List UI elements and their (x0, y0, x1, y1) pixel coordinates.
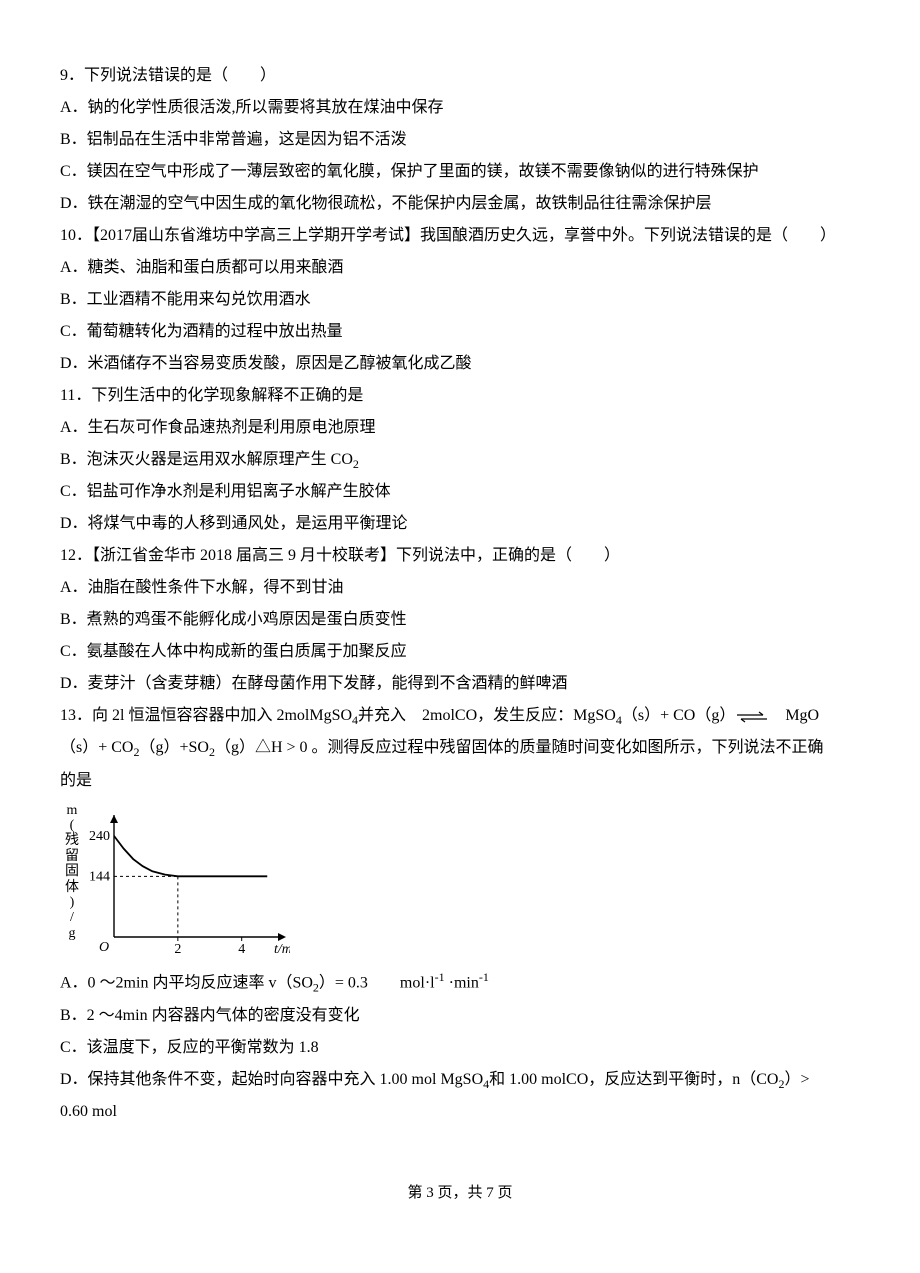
q9-opt-c: C．镁因在空气中形成了一薄层致密的氧化膜，保护了里面的镁，故镁不需要像钠似的进行… (60, 156, 860, 188)
svg-text:144: 144 (89, 869, 110, 884)
chart-svg: 240 144 2 4 Ot/min (80, 809, 290, 959)
q13-a-mid2: ·min (445, 974, 479, 991)
q13-opt-b: B．2 ～4min 内容器内气体的密度没有变化 (60, 1000, 860, 1032)
q10-stem: 10．【2017届山东省潍坊中学高三上学期开学考试】我国酿酒历史久远，享誉中外。… (60, 220, 860, 252)
q13-c3: （g）△H > 0 。测得反应过程中残留固体的质量随时间变化如图所示，下列说法不… (215, 739, 824, 756)
svg-text:O: O (99, 940, 109, 955)
q13-a-pre: A．0 ～2min 内平均反应速率 v（SO (60, 974, 313, 991)
q10-opt-d: D．米酒储存不当容易变质发酸，原因是乙醇被氧化成乙酸 (60, 348, 860, 380)
q13-a-mid: ）= 0.3 mol·l (319, 974, 435, 991)
q11-stem: 11．下列生活中的化学现象解释不正确的是 (60, 380, 860, 412)
q10-opt-c: C．葡萄糖转化为酒精的过程中放出热量 (60, 316, 860, 348)
q12-opt-c: C．氨基酸在人体中构成新的蛋白质属于加聚反应 (60, 636, 860, 668)
q11-opt-a: A．生石灰可作食品速热剂是利用原电池原理 (60, 412, 860, 444)
q13-s1: 13．向 2l 恒温恒容容器中加入 2molMgSO (60, 707, 352, 724)
q13-c1: （s）+ CO (60, 739, 133, 756)
q12-opt-b: B．煮熟的鸡蛋不能孵化成小鸡原因是蛋白质变性 (60, 604, 860, 636)
page-footer: 第 3 页，共 7 页 (60, 1178, 860, 1208)
equilibrium-arrow-icon (735, 710, 769, 724)
q13-stem-line3: 的是 (60, 765, 860, 797)
q11-opt-c: C．铝盐可作净水剂是利用铝离子水解产生胶体 (60, 476, 860, 508)
q10-opt-b: B．工业酒精不能用来勾兑饮用酒水 (60, 284, 860, 316)
svg-text:t/min: t/min (274, 942, 290, 957)
q13-d-post: ）> (785, 1071, 810, 1088)
q13-opt-a: A．0 ～2min 内平均反应速率 v（SO2）= 0.3 mol·l-1 ·m… (60, 965, 860, 1000)
q11-b-text: B．泡沫灭火器是运用双水解原理产生 CO (60, 451, 353, 468)
q9-opt-d: D．铁在潮湿的空气中因生成的氧化物很疏松，不能保护内层金属，故铁制品往往需涂保护… (60, 188, 860, 220)
q13-opt-c: C．该温度下，反应的平衡常数为 1.8 (60, 1032, 860, 1064)
svg-text:4: 4 (238, 942, 245, 957)
q11-b-sub: 2 (353, 457, 359, 471)
q13-chart: m(残留固体)/g 240 144 2 4 Ot/min (60, 803, 860, 960)
svg-text:240: 240 (89, 829, 110, 844)
q9-stem: 9．下列说法错误的是（ ） (60, 60, 860, 92)
q11-opt-d: D．将煤气中毒的人移到通风处，是运用平衡理论 (60, 508, 860, 540)
q13-s3: （s）+ CO（g） (622, 707, 735, 724)
q13-stem-line1: 13．向 2l 恒温恒容容器中加入 2molMgSO4并充入 2molCO，发生… (60, 700, 860, 732)
q13-a-sup1: -1 (435, 970, 445, 984)
q12-opt-a: A．油脂在酸性条件下水解，得不到甘油 (60, 572, 860, 604)
q13-c2: （g）+SO (139, 739, 208, 756)
q9-opt-a: A．钠的化学性质很活泼,所以需要将其放在煤油中保存 (60, 92, 860, 124)
q13-d-pre: D．保持其他条件不变，起始时向容器中充入 1.00 mol MgSO (60, 1071, 483, 1088)
q12-opt-d: D．麦芽汁（含麦芽糖）在酵母菌作用下发酵，能得到不含酒精的鲜啤酒 (60, 668, 860, 700)
q13-s2: 并充入 2molCO，发生反应：MgSO (358, 707, 616, 724)
q12-stem: 12．【浙江省金华市 2018 届高三 9 月十校联考】下列说法中，正确的是（ … (60, 540, 860, 572)
chart-y-axis-label: m(残留固体)/g (64, 803, 80, 960)
q13-s4: MgO (769, 707, 819, 724)
q11-opt-b: B．泡沫灭火器是运用双水解原理产生 CO2 (60, 444, 860, 476)
q13-d-mid: 和 1.00 molCO，反应达到平衡时，n（CO (489, 1071, 778, 1088)
q9-opt-b: B．铝制品在生活中非常普遍，这是因为铝不活泼 (60, 124, 860, 156)
svg-text:2: 2 (174, 942, 181, 957)
q10-opt-a: A．糖类、油脂和蛋白质都可以用来酿酒 (60, 252, 860, 284)
q13-stem-line2: （s）+ CO2（g）+SO2（g）△H > 0 。测得反应过程中残留固体的质量… (60, 732, 860, 764)
q13-a-sup2: -1 (479, 970, 489, 984)
q13-opt-d-line2: 0.60 mol (60, 1096, 860, 1128)
q13-opt-d-line1: D．保持其他条件不变，起始时向容器中充入 1.00 mol MgSO4和 1.0… (60, 1064, 860, 1096)
